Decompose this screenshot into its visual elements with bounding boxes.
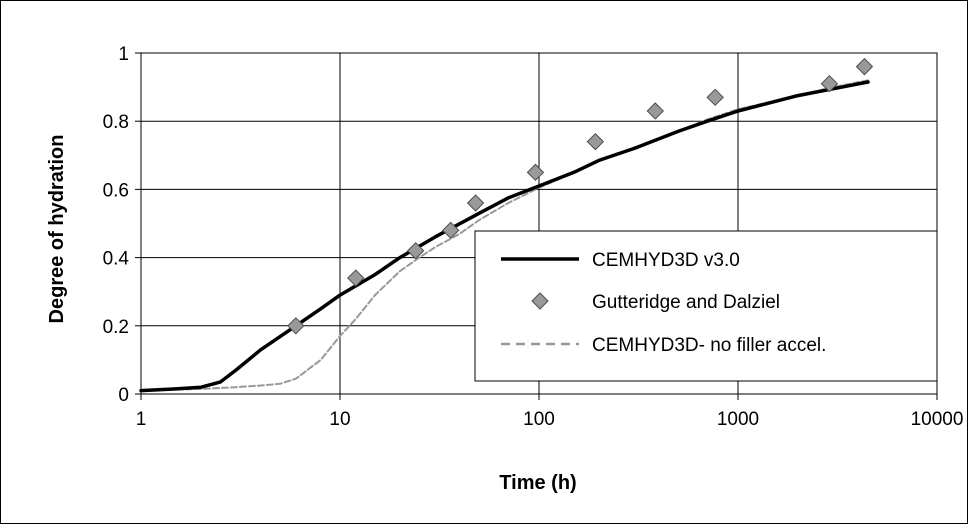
gutteridge-data-point <box>526 163 545 182</box>
x-tick-label: 1000 <box>717 409 759 430</box>
gutteridge-data-point <box>706 88 724 107</box>
gutteridge-data-point <box>441 221 460 240</box>
legend-label-gutteridge: Gutteridge and Dalziel <box>592 292 780 313</box>
gutteridge-data-point <box>287 317 305 335</box>
x-tick-label: 10000 <box>911 409 964 430</box>
legend-box <box>474 230 938 382</box>
y-tick-label: 0.8 <box>103 112 129 133</box>
x-tick-label: 100 <box>523 409 555 430</box>
y-tick-label: 0.6 <box>103 180 129 201</box>
legend-marker-gutteridge <box>531 292 549 310</box>
gutteridge-data-point <box>466 194 485 212</box>
y-tick-label: 0.2 <box>103 317 129 338</box>
legend-label-cemhyd3d: CEMHYD3D v3.0 <box>592 250 740 271</box>
legend: CEMHYD3D v3.0 Gutteridge and Dalziel CEM… <box>474 230 938 382</box>
gutteridge-data-point <box>855 57 874 76</box>
legend-label-no-filler: CEMHYD3D- no filler accel. <box>592 335 826 356</box>
y-axis-title: Degree of hydration <box>46 135 68 324</box>
x-tick-label: 1 <box>136 409 147 430</box>
series-layer <box>139 57 874 393</box>
y-tick-label: 0 <box>118 385 129 406</box>
gutteridge-data-point <box>646 102 664 120</box>
y-tick-label: 0.4 <box>103 249 130 270</box>
gutteridge-data-point <box>820 74 839 93</box>
x-axis-title: Time (h) <box>499 472 576 494</box>
cemhyd3d-line <box>139 80 870 393</box>
axis-ticks: 0 0.2 0.4 0.6 0.8 1 1 10 100 1000 10000 <box>103 44 964 430</box>
gutteridge-data-point <box>586 132 605 151</box>
gutteridge-data-point <box>347 269 365 287</box>
gutteridge-data-point <box>406 242 425 260</box>
x-tick-label: 10 <box>329 409 350 430</box>
y-tick-label: 1 <box>118 44 129 65</box>
